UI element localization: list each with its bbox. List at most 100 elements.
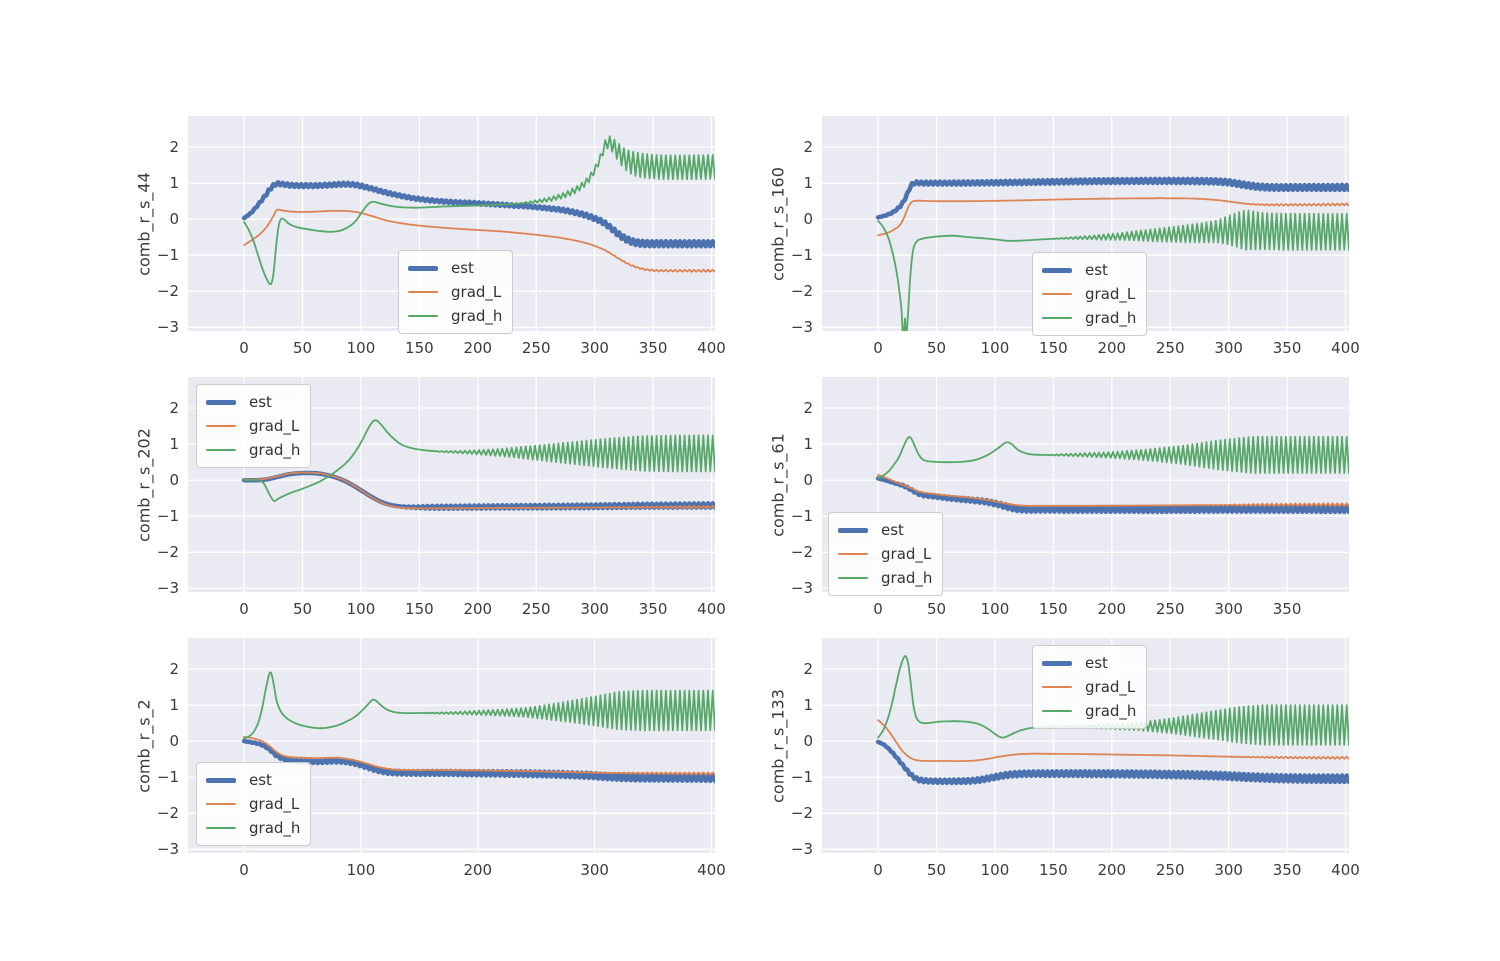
legend: est grad_L grad_h xyxy=(398,250,514,334)
legend-label-grad_L: grad_L xyxy=(249,417,300,435)
x-tick-label: 150 xyxy=(1039,861,1068,879)
legend-item-grad_h: grad_h xyxy=(1042,699,1136,723)
y-tick-label: −3 xyxy=(156,840,179,859)
legend-swatch-grad_L xyxy=(206,802,236,806)
x-tick-label: 250 xyxy=(521,339,551,357)
y-tick-label: −3 xyxy=(790,579,813,598)
x-tick-label: 100 xyxy=(980,600,1010,618)
legend-label-est: est xyxy=(1085,261,1108,279)
y-tick-label: −1 xyxy=(790,507,813,526)
x-tick-label: 0 xyxy=(873,600,883,618)
legend-label-grad_h: grad_h xyxy=(1085,702,1137,720)
y-tick-label: −1 xyxy=(790,246,813,265)
legend-swatch-est xyxy=(838,527,868,533)
y-tick-label: −2 xyxy=(790,543,813,562)
x-tick-label: 0 xyxy=(873,339,883,357)
legend-swatch-est xyxy=(1042,267,1072,273)
series-est-line xyxy=(875,739,1349,786)
series-grad_L-line xyxy=(877,719,1349,762)
series-grad_h-line xyxy=(877,436,1349,480)
y-tick-label: 0 xyxy=(169,210,179,229)
legend-item-grad_L: grad_L xyxy=(838,542,932,566)
legend-swatch-est xyxy=(206,399,236,405)
y-tick-label: −1 xyxy=(156,768,179,787)
x-tick-label: 350 xyxy=(1272,339,1302,357)
y-tick-label: −1 xyxy=(790,768,813,787)
x-tick-label: 400 xyxy=(697,600,726,618)
y-tick-label: 2 xyxy=(803,138,813,157)
legend-swatch-grad_h xyxy=(1042,709,1072,713)
x-tick-label: 0 xyxy=(239,339,249,357)
series-grad_L-line xyxy=(877,473,1349,507)
x-tick-label: 200 xyxy=(463,600,493,618)
x-tick-label: 350 xyxy=(1272,861,1302,879)
x-tick-label: 100 xyxy=(980,861,1010,879)
series-grad_L-line xyxy=(243,208,715,273)
legend-item-grad_h: grad_h xyxy=(206,816,300,840)
legend: est grad_L grad_h xyxy=(196,384,312,468)
x-tick-label: 250 xyxy=(1155,339,1185,357)
legend-item-est: est xyxy=(206,768,300,792)
legend-label-grad_h: grad_h xyxy=(249,819,301,837)
y-tick-label: 0 xyxy=(803,732,813,751)
series-grad_L-line xyxy=(243,735,715,776)
legend-label-est: est xyxy=(1085,654,1108,672)
x-tick-label: 300 xyxy=(1214,861,1243,879)
series-grad_h-line xyxy=(877,209,1349,331)
x-tick-label: 100 xyxy=(346,600,376,618)
legend-swatch-grad_h xyxy=(206,826,236,830)
x-tick-label: 400 xyxy=(1331,339,1360,357)
legend-swatch-est xyxy=(206,777,236,783)
y-tick-label: −2 xyxy=(790,804,813,823)
legend-item-grad_h: grad_h xyxy=(408,304,502,328)
legend-swatch-grad_h xyxy=(206,448,236,452)
y-tick-label: 1 xyxy=(169,696,179,715)
x-tick-label: 200 xyxy=(463,339,493,357)
x-tick-label: 400 xyxy=(697,339,726,357)
x-tick-label: 0 xyxy=(873,861,883,879)
legend-label-grad_h: grad_h xyxy=(1085,309,1137,327)
y-tick-label: 2 xyxy=(169,138,179,157)
x-tick-label: 300 xyxy=(580,600,609,618)
x-tick-label: 200 xyxy=(1097,600,1127,618)
legend-label-grad_h: grad_h xyxy=(451,307,503,325)
x-tick-label: 0 xyxy=(239,861,249,879)
y-tick-label: −2 xyxy=(156,543,179,562)
legend-label-grad_h: grad_h xyxy=(249,441,301,459)
series-grad_h-line xyxy=(243,671,715,740)
legend-label-grad_L: grad_L xyxy=(1085,285,1136,303)
x-tick-label: 300 xyxy=(1214,339,1243,357)
y-tick-label: 1 xyxy=(803,696,813,715)
x-tick-label: 200 xyxy=(463,861,493,879)
legend-item-est: est xyxy=(838,518,932,542)
x-tick-label: 400 xyxy=(697,861,726,879)
legend-item-grad_L: grad_L xyxy=(206,792,300,816)
legend-label-grad_L: grad_L xyxy=(881,545,932,563)
x-tick-label: 300 xyxy=(580,339,609,357)
y-tick-label: −1 xyxy=(156,507,179,526)
series-grad_h-line xyxy=(243,135,715,285)
legend-label-grad_L: grad_L xyxy=(1085,678,1136,696)
series-grad_h-line xyxy=(243,419,715,502)
x-tick-label: 50 xyxy=(926,861,947,879)
series-grad_L-line xyxy=(243,471,715,510)
x-tick-label: 50 xyxy=(926,339,947,357)
plot-canvas-comb_r_s_133 xyxy=(822,638,1349,853)
x-tick-label: 200 xyxy=(1097,861,1127,879)
legend-swatch-grad_L xyxy=(408,290,438,294)
legend-swatch-est xyxy=(1042,660,1072,666)
x-tick-label: 200 xyxy=(1097,339,1127,357)
series-est-line xyxy=(875,476,1349,515)
legend-swatch-grad_L xyxy=(838,552,868,556)
series-est-line xyxy=(241,470,715,511)
x-tick-label: 50 xyxy=(926,600,947,618)
legend: est grad_L grad_h xyxy=(1032,252,1148,336)
legend-label-est: est xyxy=(249,771,272,789)
x-tick-label: 150 xyxy=(405,600,434,618)
y-tick-label: −3 xyxy=(156,318,179,337)
legend-swatch-grad_L xyxy=(1042,292,1072,296)
legend-item-grad_L: grad_L xyxy=(1042,282,1136,306)
legend-item-grad_h: grad_h xyxy=(206,438,300,462)
legend: est grad_L grad_h xyxy=(828,512,944,596)
